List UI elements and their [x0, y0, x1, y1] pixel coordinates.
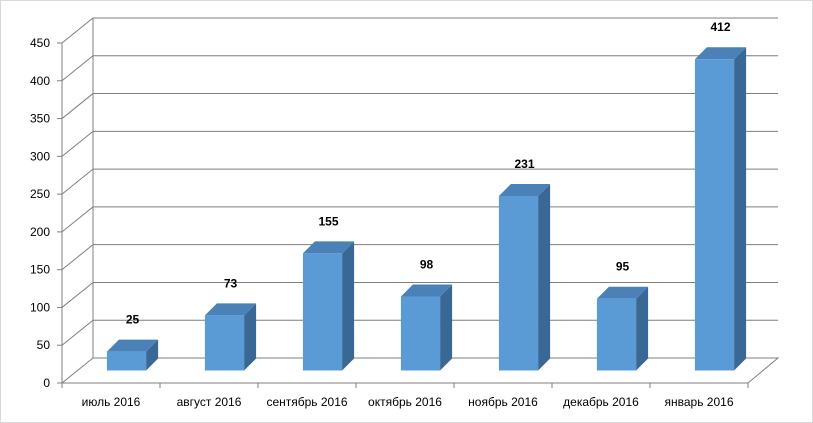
- x-tick-label: январь 2016: [665, 395, 734, 409]
- y-tick-label: 250: [30, 187, 50, 201]
- data-label: 412: [710, 20, 730, 34]
- y-tick-label: 350: [30, 112, 50, 126]
- x-tick-label: октябрь 2016: [368, 395, 442, 409]
- bar-front-face: [302, 253, 343, 371]
- data-label: 73: [224, 276, 238, 290]
- bar-side-face: [440, 284, 453, 371]
- data-labels: 25 73 155 98 231 95 412: [126, 20, 731, 326]
- y-tick-label: 450: [30, 36, 50, 50]
- x-tick-label: июль 2016: [82, 395, 141, 409]
- y-tick-label: 400: [30, 74, 50, 88]
- x-tick-label: август 2016: [177, 395, 242, 409]
- gridline: [61, 93, 778, 119]
- bar-top-face: [204, 303, 257, 316]
- bar: [400, 284, 453, 371]
- data-label: 155: [318, 214, 338, 228]
- y-tick-label: 150: [30, 263, 50, 277]
- bar-top-face: [498, 183, 551, 196]
- gridline: [61, 168, 778, 195]
- bar-top-face: [596, 286, 649, 299]
- bar-front-face: [400, 296, 441, 371]
- bars: [106, 47, 747, 371]
- y-tick-label: 100: [30, 300, 50, 314]
- bar: [106, 339, 159, 371]
- x-tick-label: ноябрь 2016: [468, 395, 538, 409]
- gridline: [61, 130, 778, 157]
- bar-top-face: [106, 339, 159, 352]
- x-axis-labels: июль 2016 август 2016 сентябрь 2016 октябрь…: [61, 383, 749, 409]
- bar-side-face: [636, 286, 649, 371]
- bar-front-face: [694, 59, 735, 371]
- bar: [694, 47, 747, 371]
- bar-side-face: [538, 183, 551, 371]
- bar: [498, 183, 551, 371]
- bar-front-face: [498, 195, 539, 371]
- bar-top-face: [400, 284, 453, 297]
- gridline: [61, 55, 778, 82]
- bar-front-face: [204, 315, 245, 371]
- y-tick-label: 50: [37, 338, 51, 352]
- x-tick-label: сентябрь 2016: [266, 395, 347, 409]
- gridline: [61, 17, 778, 44]
- bar-top-face: [694, 47, 747, 60]
- x-tick-label: декабрь 2016: [563, 395, 639, 409]
- bar: [204, 303, 257, 371]
- bar-side-face: [146, 339, 159, 371]
- data-label: 98: [420, 257, 434, 271]
- bar-side-face: [734, 47, 747, 371]
- data-label: 231: [514, 157, 534, 171]
- bar-front-face: [106, 351, 147, 371]
- y-tick-label: 0: [43, 376, 50, 390]
- bar-front-face: [596, 298, 637, 371]
- bar: [596, 286, 649, 371]
- data-label: 95: [616, 260, 630, 274]
- bar-side-face: [244, 303, 257, 371]
- bar: [302, 241, 355, 371]
- bar-top-face: [302, 241, 355, 254]
- data-label: 25: [126, 313, 140, 327]
- y-tick-label: 200: [30, 225, 50, 239]
- y-tick-label: 300: [30, 149, 50, 163]
- y-axis-ticks: 0 50 100 150 200 250 300 350 400 450: [30, 36, 62, 390]
- bar-side-face: [342, 241, 355, 371]
